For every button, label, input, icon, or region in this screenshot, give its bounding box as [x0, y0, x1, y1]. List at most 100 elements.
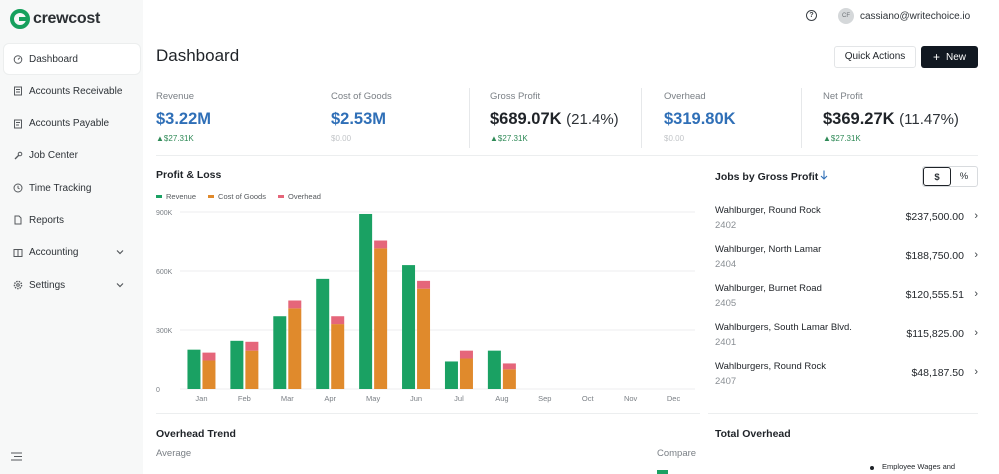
chevron-right-icon[interactable]: ›: [974, 210, 978, 222]
legend-item-overhead[interactable]: Overhead: [277, 192, 321, 201]
legend-label: Revenue: [166, 192, 197, 201]
chevron-right-icon[interactable]: ›: [974, 288, 978, 300]
kpi-percent: (21.4%): [566, 111, 619, 128]
sidebar-item-label: Accounts Payable: [29, 118, 110, 130]
job-row[interactable]: Wahlburger, Round Rock 2402 $237,500.00 …: [715, 205, 980, 244]
bar-overhead: [331, 316, 345, 325]
sidebar-item-label: Accounting: [29, 247, 79, 259]
bar-overhead: [502, 363, 516, 370]
chevron-down-icon[interactable]: [116, 248, 126, 257]
chevron-right-icon[interactable]: ›: [974, 366, 978, 378]
sidebar-item-settings[interactable]: Settings: [4, 270, 140, 300]
job-name: Wahlburgers, Round Rock: [715, 361, 827, 372]
overhead-trend-title: Overhead Trend: [156, 428, 236, 440]
dashboard-icon: [13, 54, 23, 64]
sidebar-item-accounting[interactable]: Accounting: [4, 238, 140, 268]
kpi-change: $0.00: [664, 134, 685, 143]
bar-overhead: [417, 280, 431, 289]
y-tick-label: 0: [156, 387, 160, 394]
help-icon[interactable]: ?: [806, 10, 817, 21]
legend-swatch: [277, 195, 284, 198]
bar-revenue: [230, 340, 244, 389]
avatar[interactable]: CF: [838, 8, 854, 24]
sidebar-item-label: Accounts Receivable: [29, 85, 123, 97]
sidebar-item-accounts-payable[interactable]: Accounts Payable: [4, 109, 140, 139]
job-value: $188,750.00: [905, 250, 964, 262]
divider: [156, 413, 700, 414]
sidebar-item-dashboard[interactable]: Dashboard: [4, 44, 140, 74]
sidebar-nav: Dashboard Accounts Receivable Accounts P…: [4, 44, 140, 302]
x-tick-label: Mar: [281, 394, 294, 403]
trend-up-icon: ▲: [823, 134, 831, 143]
job-number: 2405: [715, 298, 737, 309]
job-number: 2402: [715, 220, 737, 231]
legend-item-cost-of-goods[interactable]: Cost of Goods: [208, 192, 266, 201]
trend-up-icon: ▲: [490, 134, 498, 143]
chart-legend: Revenue Cost of Goods Overhead: [156, 192, 333, 201]
legend-swatch: [156, 195, 162, 198]
kpi-label: Gross Profit: [490, 91, 541, 102]
sidebar-item-time-tracking[interactable]: Time Tracking: [4, 173, 140, 203]
job-name: Wahlburgers, South Lamar Blvd.: [715, 322, 852, 333]
kpi-revenue: Revenue $3.22M ▲$27.31K: [156, 91, 211, 143]
x-tick-label: Oct: [582, 394, 595, 403]
jobs-title: Jobs by Gross Profit: [715, 171, 819, 183]
bar-overhead: [245, 341, 259, 351]
divider: [469, 88, 470, 148]
bar-cost-of-goods: [202, 360, 216, 389]
chevron-down-icon[interactable]: [116, 281, 126, 290]
x-tick-label: Jan: [195, 394, 207, 403]
kpi-net-profit: Net Profit $369.27K (11.47%) ▲$27.31K: [823, 91, 959, 143]
job-value: $120,555.51: [905, 289, 964, 301]
sidebar-item-accounts-receivable[interactable]: Accounts Receivable: [4, 76, 140, 106]
new-button-label: New: [946, 51, 967, 63]
compare-swatch: [657, 470, 668, 474]
sort-descending-icon[interactable]: [820, 170, 828, 183]
job-name: Wahlburger, Round Rock: [715, 205, 821, 216]
sidebar-item-label: Reports: [29, 214, 65, 226]
value-mode-toggle: $ %: [922, 166, 978, 187]
quick-actions-button[interactable]: Quick Actions: [834, 46, 916, 68]
crewcost-logo-icon: [10, 9, 30, 29]
collapse-sidebar-icon[interactable]: [11, 452, 22, 464]
document-icon: [13, 215, 23, 225]
job-value: $115,825.00: [906, 328, 964, 340]
toggle-percent[interactable]: %: [959, 171, 969, 182]
kpi-label: Cost of Goods: [331, 91, 392, 102]
job-row[interactable]: Wahlburger, North Lamar 2404 $188,750.00…: [715, 244, 980, 283]
job-number: 2407: [715, 376, 737, 387]
legend-swatch: [208, 195, 215, 198]
job-row[interactable]: Wahlburger, Burnet Road 2405 $120,555.51…: [715, 283, 980, 322]
job-row[interactable]: Wahlburgers, Round Rock 2407 $48,187.50 …: [715, 361, 980, 400]
user-email[interactable]: cassiano@writechoice.io: [860, 11, 971, 22]
app-logo[interactable]: crewcost: [10, 9, 100, 29]
total-overhead-title: Total Overhead: [715, 428, 791, 440]
chevron-right-icon[interactable]: ›: [974, 327, 978, 339]
job-number: 2404: [715, 259, 737, 270]
chevron-right-icon[interactable]: ›: [974, 249, 978, 261]
y-tick-label: 600K: [156, 269, 173, 276]
sidebar-item-job-center[interactable]: Job Center: [4, 141, 140, 171]
sidebar-item-label: Time Tracking: [29, 182, 92, 194]
kpi-overhead: Overhead $319.80K $0.00: [664, 91, 736, 143]
x-tick-label: Jun: [410, 394, 422, 403]
bar-overhead: [459, 350, 473, 359]
kpi-change: $0.00: [331, 134, 352, 143]
wrench-icon: [13, 151, 23, 161]
legend-item-revenue[interactable]: Revenue: [156, 192, 196, 201]
x-tick-label: Feb: [238, 394, 251, 403]
divider: [641, 88, 642, 148]
x-tick-label: Jul: [454, 394, 464, 403]
x-tick-label: Nov: [624, 394, 638, 403]
job-row[interactable]: Wahlburgers, South Lamar Blvd. 2401 $115…: [715, 322, 980, 361]
bar-overhead: [374, 240, 388, 249]
toggle-dollar[interactable]: $: [923, 167, 951, 186]
bar-revenue: [444, 361, 458, 389]
plus-icon: +: [932, 50, 940, 64]
kpi-label: Overhead: [664, 91, 706, 102]
bar-revenue: [273, 316, 287, 389]
sidebar-item-reports[interactable]: Reports: [4, 205, 140, 235]
kpi-value: $369.27K (11.47%): [823, 110, 959, 128]
bar-cost-of-goods: [502, 369, 516, 389]
new-button[interactable]: + New: [921, 46, 978, 68]
